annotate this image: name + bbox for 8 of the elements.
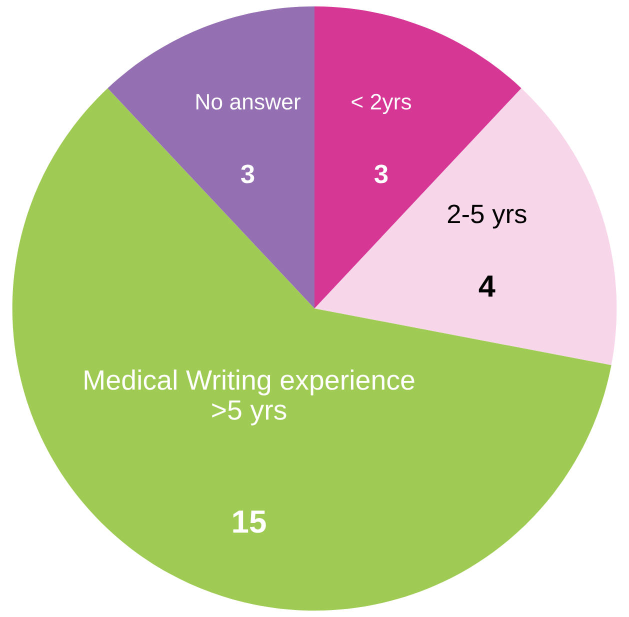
slice-label: 2-5 yrs [448,204,526,229]
slice-label: No answer [196,94,300,110]
data-label: 15 [233,510,266,533]
data-label: 4 [478,276,496,297]
slice-label: < 2yrs [352,94,412,114]
slice-label: Medical Writing experience >5 yrs [84,370,414,426]
data-label: 3 [241,164,254,184]
data-label: 3 [374,164,388,184]
